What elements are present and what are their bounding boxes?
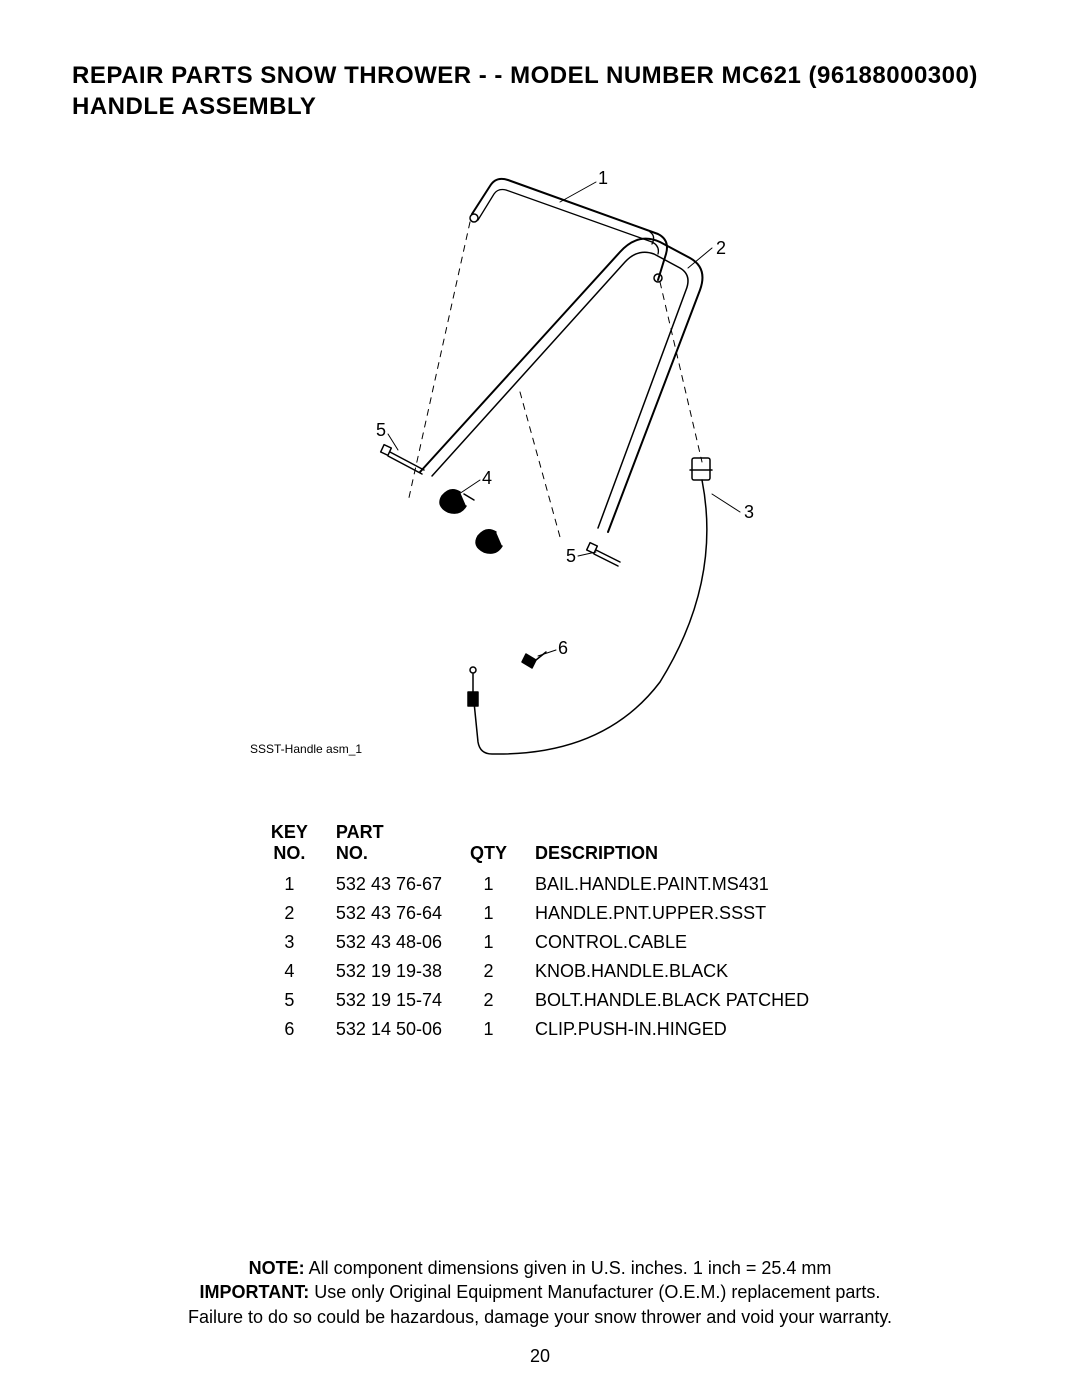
callout-3: 3	[744, 502, 754, 523]
cell-part: 532 43 76-67	[322, 870, 456, 899]
note-line: NOTE: All component dimensions given in …	[72, 1256, 1008, 1280]
important-text: Use only Original Equipment Manufacturer…	[309, 1282, 880, 1302]
col-desc: DESCRIPTION	[521, 822, 823, 870]
callout-5-left: 5	[376, 420, 386, 441]
handle-assembly-diagram: 1 2 3 4 5 5 6 SSST-Handle asm_1	[260, 162, 820, 762]
table-row: 3 532 43 48-06 1 CONTROL.CABLE	[257, 928, 823, 957]
footer-notes: NOTE: All component dimensions given in …	[72, 1256, 1008, 1329]
cell-part: 532 19 19-38	[322, 957, 456, 986]
diagram-svg	[260, 162, 820, 762]
cell-desc: HANDLE.PNT.UPPER.SSST	[521, 899, 823, 928]
col-key-2: NO.	[273, 843, 305, 863]
cell-qty: 1	[456, 1015, 521, 1044]
cell-desc: BOLT.HANDLE.BLACK PATCHED	[521, 986, 823, 1015]
cell-qty: 2	[456, 986, 521, 1015]
table-row: 5 532 19 15-74 2 BOLT.HANDLE.BLACK PATCH…	[257, 986, 823, 1015]
cell-key: 2	[257, 899, 322, 928]
callout-1: 1	[598, 168, 608, 189]
cell-part: 532 43 76-64	[322, 899, 456, 928]
drawing-label: SSST-Handle asm_1	[250, 742, 362, 756]
cell-key: 5	[257, 986, 322, 1015]
title-line-2: HANDLE ASSEMBLY	[72, 93, 316, 120]
cell-key: 6	[257, 1015, 322, 1044]
cell-desc: BAIL.HANDLE.PAINT.MS431	[521, 870, 823, 899]
warning-line: Failure to do so could be hazardous, dam…	[72, 1305, 1008, 1329]
table-row: 4 532 19 19-38 2 KNOB.HANDLE.BLACK	[257, 957, 823, 986]
col-key-1: KEY	[271, 822, 308, 842]
col-part-1: PART	[336, 822, 384, 842]
col-qty-label: QTY	[470, 843, 507, 863]
parts-table: KEY NO. PART NO. QTY DESCRIPTION 1 532 4…	[257, 822, 823, 1044]
important-line: IMPORTANT: Use only Original Equipment M…	[72, 1280, 1008, 1304]
callout-4: 4	[482, 468, 492, 489]
col-key-no: KEY NO.	[257, 822, 322, 870]
important-label: IMPORTANT:	[200, 1282, 310, 1302]
cell-desc: KNOB.HANDLE.BLACK	[521, 957, 823, 986]
table-row: 6 532 14 50-06 1 CLIP.PUSH-IN.HINGED	[257, 1015, 823, 1044]
table-row: 1 532 43 76-67 1 BAIL.HANDLE.PAINT.MS431	[257, 870, 823, 899]
note-text: All component dimensions given in U.S. i…	[305, 1258, 832, 1278]
cell-qty: 2	[456, 957, 521, 986]
col-desc-label: DESCRIPTION	[535, 843, 658, 863]
col-qty: QTY	[456, 822, 521, 870]
cell-key: 1	[257, 870, 322, 899]
parts-table-head: KEY NO. PART NO. QTY DESCRIPTION	[257, 822, 823, 870]
diagram-container: 1 2 3 4 5 5 6 SSST-Handle asm_1	[72, 162, 1008, 762]
page: REPAIR PARTS SNOW THROWER - - MODEL NUMB…	[0, 0, 1080, 1397]
cell-part: 532 43 48-06	[322, 928, 456, 957]
callout-6: 6	[558, 638, 568, 659]
page-title: REPAIR PARTS SNOW THROWER - - MODEL NUMB…	[72, 60, 1008, 122]
cell-qty: 1	[456, 899, 521, 928]
cell-part: 532 19 15-74	[322, 986, 456, 1015]
cell-part: 532 14 50-06	[322, 1015, 456, 1044]
cell-key: 4	[257, 957, 322, 986]
callout-2: 2	[716, 238, 726, 259]
note-label: NOTE:	[249, 1258, 305, 1278]
cell-qty: 1	[456, 928, 521, 957]
col-part-2: NO.	[336, 843, 368, 863]
callout-5-right: 5	[566, 546, 576, 567]
cell-key: 3	[257, 928, 322, 957]
parts-table-body: 1 532 43 76-67 1 BAIL.HANDLE.PAINT.MS431…	[257, 870, 823, 1044]
cell-desc: CLIP.PUSH-IN.HINGED	[521, 1015, 823, 1044]
col-part-no: PART NO.	[322, 822, 456, 870]
page-number: 20	[0, 1346, 1080, 1367]
cell-qty: 1	[456, 870, 521, 899]
cell-desc: CONTROL.CABLE	[521, 928, 823, 957]
table-row: 2 532 43 76-64 1 HANDLE.PNT.UPPER.SSST	[257, 899, 823, 928]
title-line-1: REPAIR PARTS SNOW THROWER - - MODEL NUMB…	[72, 62, 978, 89]
